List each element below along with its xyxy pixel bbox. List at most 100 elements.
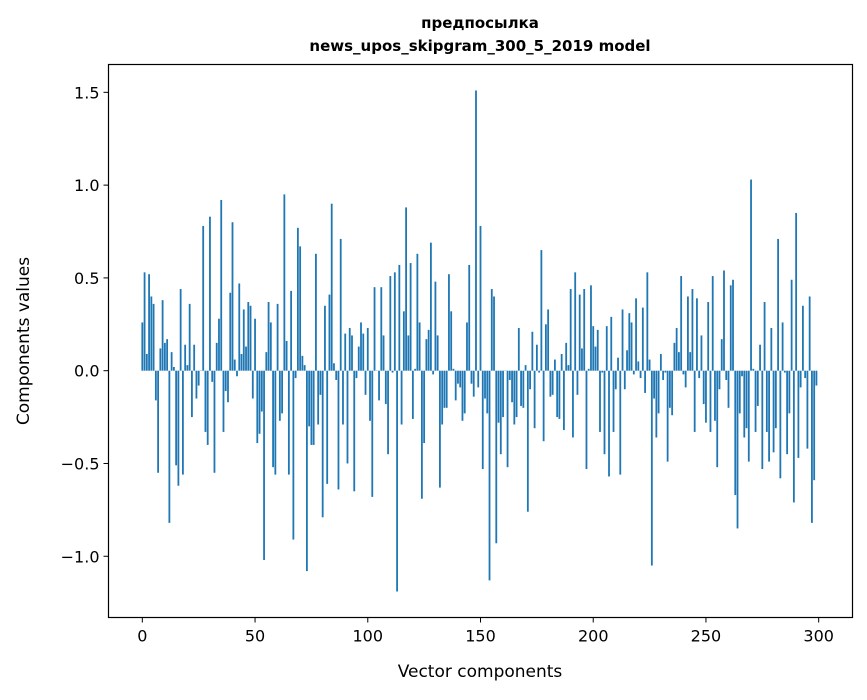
bar-125 [423,371,425,443]
bar-134 [444,371,446,408]
bar-229 [658,371,660,414]
bar-24 [196,371,198,399]
bar-200 [592,326,594,371]
bar-6 [155,371,157,401]
bar-35 [220,200,222,371]
bar-130 [435,282,437,371]
bar-250 [705,371,707,423]
bar-144 [466,322,468,370]
bar-255 [716,371,718,467]
bar-109 [387,371,389,455]
bar-23 [193,345,195,371]
bar-150 [480,226,482,371]
bar-8 [159,348,161,370]
bar-152 [484,371,486,399]
bar-167 [518,328,520,371]
bar-181 [549,371,551,397]
bar-194 [579,295,581,371]
bar-249 [703,371,705,404]
bar-76 [313,371,315,445]
bar-77 [315,254,317,371]
bar-82 [326,371,328,484]
bar-18 [182,371,184,475]
bar-86 [335,371,337,380]
bar-7 [157,371,159,473]
bar-70 [299,246,301,370]
bar-193 [577,371,579,395]
bar-228 [655,371,657,438]
bar-64 [286,341,288,371]
bar-83 [329,295,331,371]
bar-253 [712,276,714,371]
bar-58 [272,371,274,467]
x-tick-label: 100 [352,627,383,646]
bar-89 [342,371,344,425]
bar-227 [653,371,655,399]
bar-209 [613,371,615,432]
bar-165 [513,371,515,425]
bar-115 [401,371,403,425]
bar-148 [475,90,477,370]
bar-269 [748,371,750,462]
bar-98 [362,334,364,371]
bar-168 [520,371,522,406]
bar-157 [495,371,497,544]
bar-282 [777,239,779,371]
bar-259 [725,371,727,380]
bar-185 [559,371,561,419]
bar-34 [218,319,220,371]
bar-116 [403,311,405,370]
bar-87 [338,371,340,490]
bar-28 [205,371,207,432]
bar-285 [784,371,786,373]
bar-120 [412,371,414,419]
bar-100 [367,328,369,371]
bar-54 [263,371,265,560]
bar-142 [462,371,464,421]
bar-156 [493,296,495,370]
bar-78 [317,371,319,425]
bar-206 [606,326,608,371]
bar-266 [741,371,743,377]
bar-56 [268,302,270,371]
bar-132 [439,371,441,488]
bar-258 [723,270,725,370]
bar-257 [721,339,723,371]
bar-63 [283,194,285,370]
bar-21 [189,304,191,371]
bar-221 [640,371,642,378]
bar-244 [692,289,694,371]
bar-136 [448,274,450,370]
bar-145 [468,265,470,371]
bar-286 [786,371,788,455]
bar-80 [322,371,324,518]
bar-143 [464,371,466,414]
bar-268 [746,371,748,429]
bar-46 [245,347,247,371]
bar-288 [791,280,793,371]
bar-32 [214,371,216,473]
bar-195 [581,348,583,370]
bar-69 [297,228,299,371]
bar-85 [333,363,335,370]
bar-260 [728,371,730,408]
bar-48 [250,306,252,371]
bar-0 [141,322,143,370]
bar-1 [144,272,146,370]
bar-295 [807,371,809,449]
bar-99 [365,371,367,395]
bar-31 [211,371,213,382]
bar-5 [153,304,155,371]
bar-207 [608,371,610,477]
bar-44 [241,354,243,371]
bar-14 [173,367,175,371]
bar-111 [392,371,394,373]
bar-203 [599,371,601,432]
bar-290 [795,213,797,371]
bar-133 [441,371,443,425]
bar-175 [536,345,538,371]
bar-121 [414,369,416,371]
bar-246 [696,298,698,370]
bar-9 [162,300,164,371]
bar-74 [308,371,310,427]
